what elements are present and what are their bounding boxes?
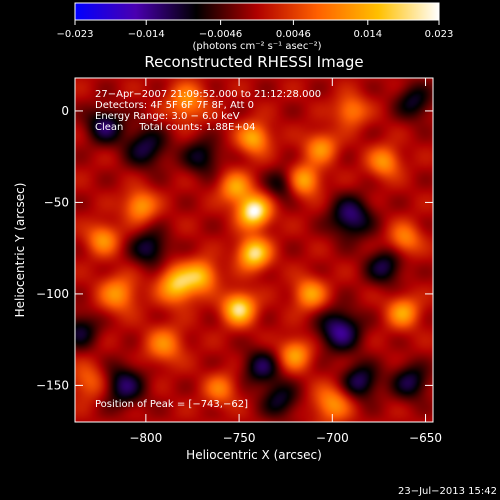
chart-title: Reconstructed RHESSI Image xyxy=(144,53,363,71)
colorbar-tick-label: 0.023 xyxy=(425,29,454,40)
x-axis: −800 −750 −700 −650 xyxy=(129,78,442,445)
plot-frame xyxy=(74,77,434,423)
info-annotations: 27−Apr−2007 21:09:52.000 to 21:12:28.000… xyxy=(95,89,321,410)
colorbar-tick-label: −0.023 xyxy=(56,29,93,40)
colorbar-unit-label: (photons cm⁻² s⁻¹ asec⁻²) xyxy=(192,41,321,52)
colorbar-tick-label: −0.014 xyxy=(128,29,165,40)
x-axis-label: Heliocentric X (arcsec) xyxy=(186,448,322,462)
colorbar: −0.023 −0.014 −0.0046 0.0046 0.014 0.023 (pho… xyxy=(56,2,453,52)
heatmap-image xyxy=(75,78,433,422)
annotation-energy-range: Energy Range: 3.0 − 6.0 keV xyxy=(95,111,240,122)
timestamp: 23−Jul−2013 15:42 xyxy=(398,486,497,497)
colorbar-ticks: −0.023 −0.014 −0.0046 0.0046 0.014 0.023 xyxy=(56,20,453,40)
image-area xyxy=(75,78,433,422)
y-tick-label: 0 xyxy=(61,104,69,118)
y-tick-label: −50 xyxy=(44,195,69,209)
colorbar-tick-label: 0.0046 xyxy=(276,29,311,40)
annotation-time-range: 27−Apr−2007 21:09:52.000 to 21:12:28.000 xyxy=(95,89,321,100)
y-axis-label: Heliocentric Y (arcsec) xyxy=(13,183,27,318)
x-tick-label: −750 xyxy=(223,431,256,445)
x-tick-label: −650 xyxy=(409,431,442,445)
y-tick-label: −100 xyxy=(36,287,69,301)
annotation-detectors: Detectors: 4F 5F 6F 7F 8F, Att 0 xyxy=(95,100,254,111)
colorbar-bar xyxy=(74,2,440,21)
y-tick-label: −150 xyxy=(36,378,69,392)
colorbar-tick-label: 0.014 xyxy=(353,29,382,40)
colorbar-tick-label: −0.0046 xyxy=(199,29,242,40)
y-axis: 0 −50 −100 −150 xyxy=(36,104,433,392)
x-tick-label: −700 xyxy=(316,431,349,445)
x-tick-label: −800 xyxy=(129,431,162,445)
peak-position-label: Position of Peak = [−743,−62] xyxy=(95,399,248,410)
annotation-clean-counts: Clean Total counts: 1.88E+04 xyxy=(95,122,255,133)
